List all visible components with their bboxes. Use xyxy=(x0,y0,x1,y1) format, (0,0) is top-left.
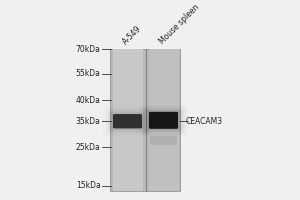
FancyBboxPatch shape xyxy=(149,112,178,129)
FancyBboxPatch shape xyxy=(150,136,177,145)
FancyBboxPatch shape xyxy=(147,110,181,130)
Text: A-549: A-549 xyxy=(121,24,143,46)
Bar xyxy=(112,49,142,191)
FancyBboxPatch shape xyxy=(110,112,145,130)
Text: 25kDa: 25kDa xyxy=(76,143,100,152)
Text: CEACAM3: CEACAM3 xyxy=(186,117,223,126)
Text: Mouse spleen: Mouse spleen xyxy=(158,3,201,46)
Text: 55kDa: 55kDa xyxy=(76,69,100,78)
Text: 15kDa: 15kDa xyxy=(76,181,100,190)
Bar xyxy=(148,49,178,191)
FancyBboxPatch shape xyxy=(113,114,142,128)
Text: 70kDa: 70kDa xyxy=(76,45,100,54)
Text: 40kDa: 40kDa xyxy=(76,96,100,105)
Bar xyxy=(110,49,180,191)
Text: 35kDa: 35kDa xyxy=(76,117,100,126)
